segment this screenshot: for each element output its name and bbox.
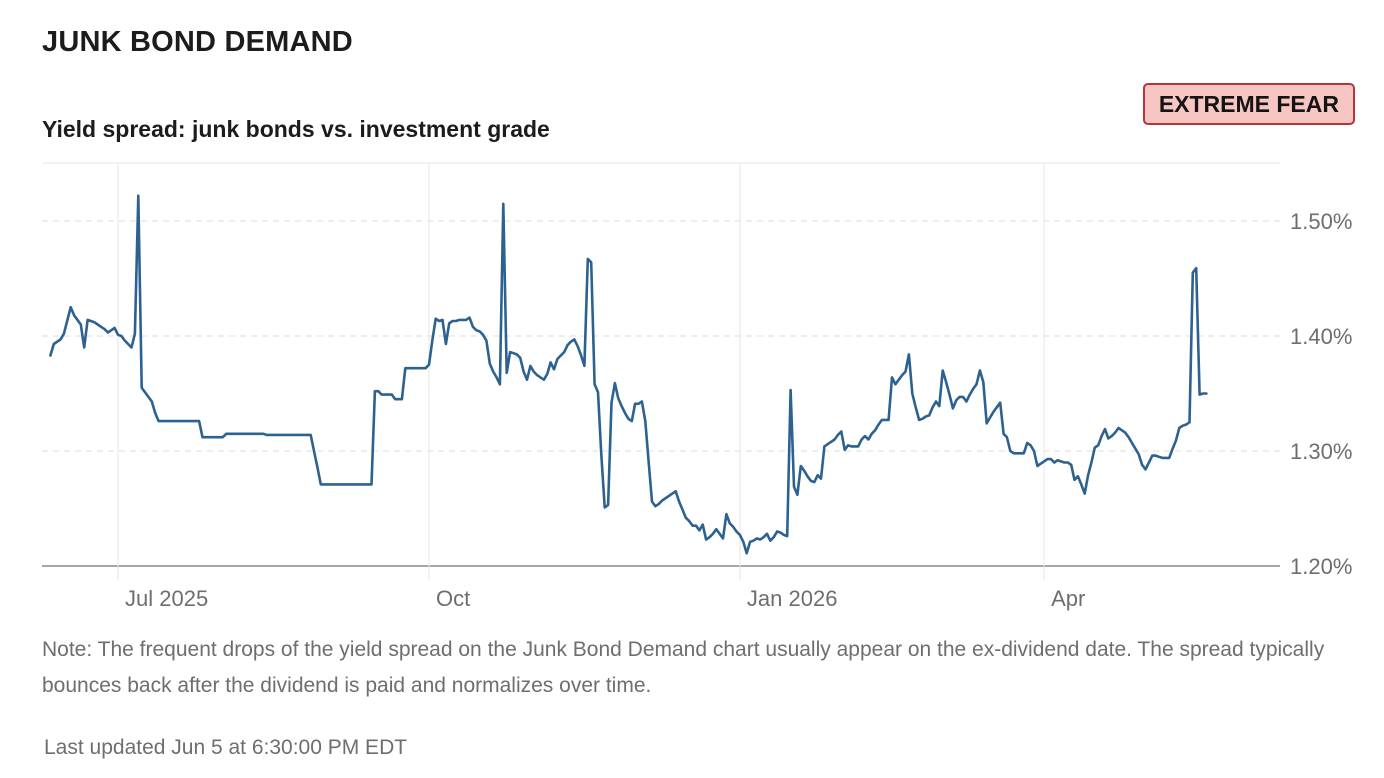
series-layer: [49, 194, 1208, 555]
chart-title: Yield spread: junk bonds vs. investment …: [42, 116, 550, 142]
x-tick-label: Apr: [1051, 586, 1085, 611]
yield-spread-chart: 1.20% 1.30% 1.40% 1.50% Jul 2025 Oct Jan 2026 A…: [42, 162, 1352, 611]
x-tick-label: Jan 2026: [747, 586, 838, 611]
x-tick-label: Oct: [436, 586, 470, 611]
sentiment-badge: EXTREME FEAR: [1142, 83, 1355, 125]
last-updated: Last updated Jun 5 at 6:30:00 PM EDT: [44, 736, 408, 759]
page-title: JUNK BOND DEMAND: [42, 26, 353, 58]
y-tick-label: 1.30%: [1290, 439, 1352, 464]
tick-labels: 1.20% 1.30% 1.40% 1.50% Jul 2025 Oct Jan 2026 A…: [125, 209, 1352, 611]
chart-note: Note: The frequent drops of the yield sp…: [42, 638, 1325, 697]
y-tick-label: 1.50%: [1290, 209, 1352, 234]
y-tick-label: 1.20%: [1290, 554, 1352, 579]
series-line: [49, 194, 1208, 555]
x-tick-label: Jul 2025: [125, 586, 208, 611]
y-tick-label: 1.40%: [1290, 324, 1352, 349]
grid: [42, 162, 1280, 580]
